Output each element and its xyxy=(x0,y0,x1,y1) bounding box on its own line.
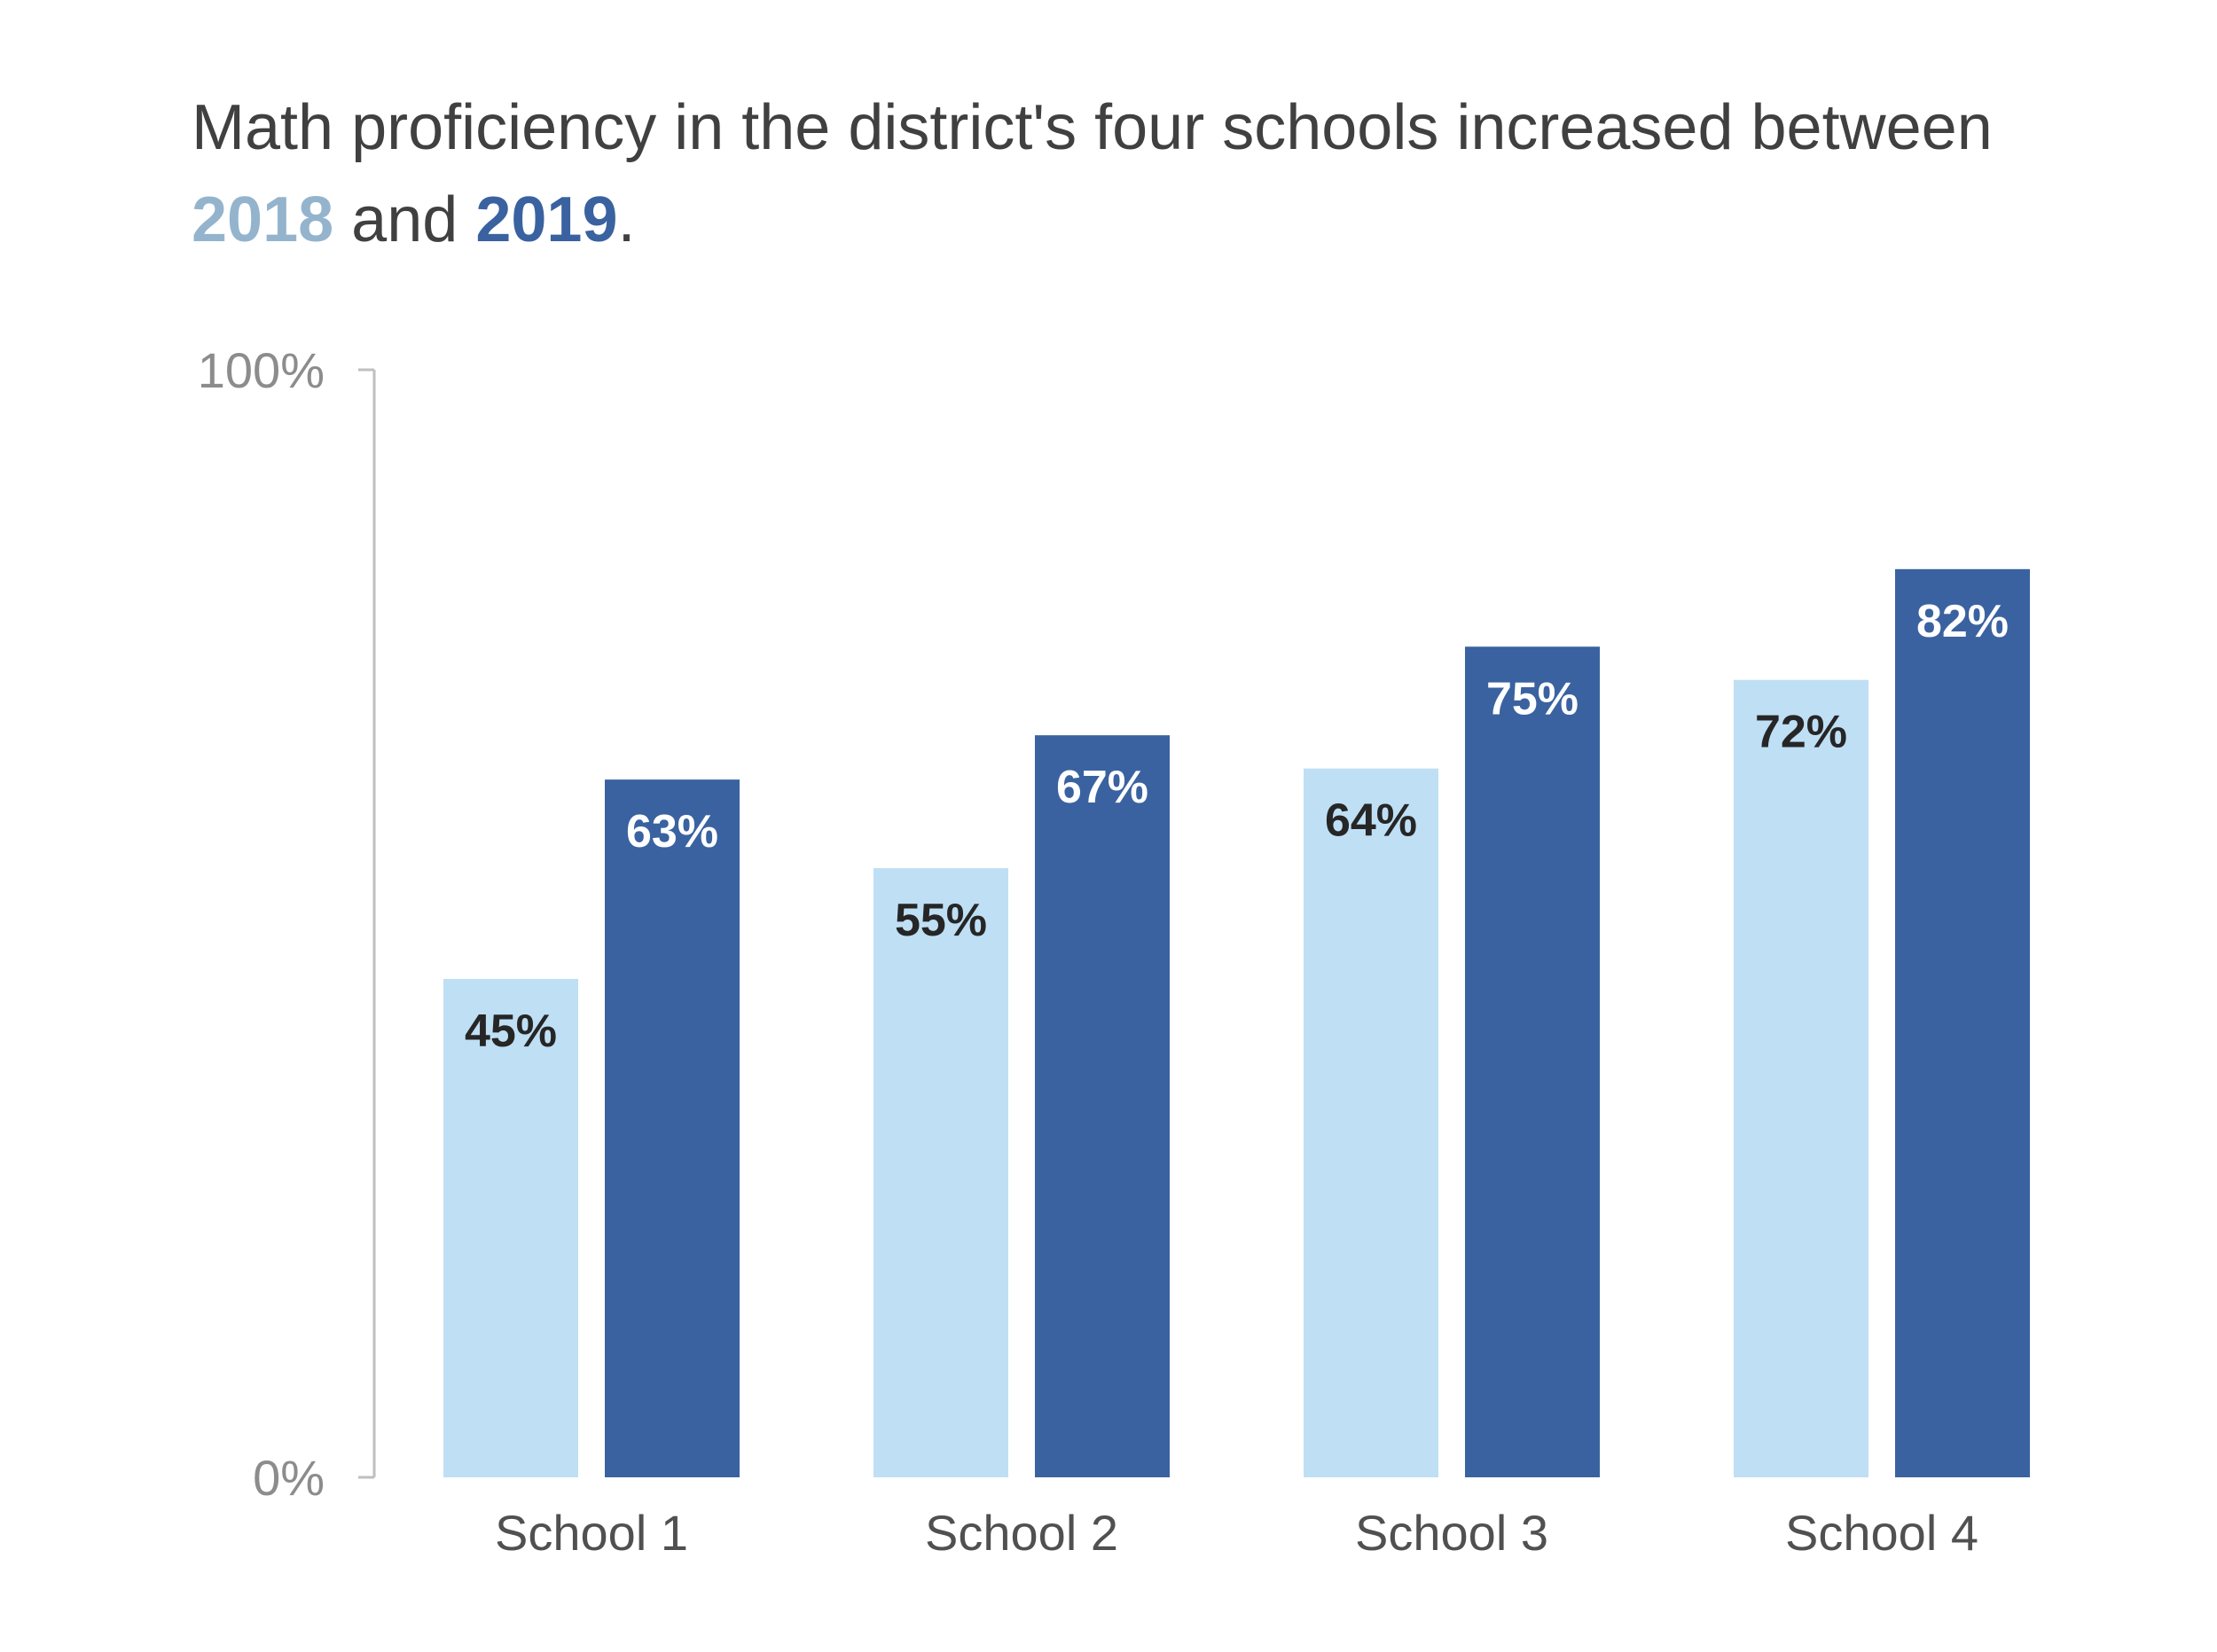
data-label: 64% xyxy=(1325,795,1417,847)
data-label: 45% xyxy=(465,1006,557,1057)
data-label: 72% xyxy=(1755,707,1847,758)
bar-2019 xyxy=(1465,646,1600,1477)
bar-2019 xyxy=(605,779,740,1477)
data-label: 75% xyxy=(1486,673,1579,724)
data-label: 55% xyxy=(895,895,987,946)
bar-2018 xyxy=(873,868,1008,1477)
x-category-label: School 1 xyxy=(495,1505,688,1561)
y-tick-label: 100% xyxy=(198,342,325,398)
chart-title: Math proficiency in the district's four … xyxy=(192,82,2098,266)
title-year-2018: 2018 xyxy=(192,184,334,255)
bar-2019 xyxy=(1035,735,1170,1477)
x-category-label: School 3 xyxy=(1355,1505,1548,1561)
bar-2018 xyxy=(1304,768,1438,1477)
x-category-label: School 4 xyxy=(1785,1505,1978,1561)
data-label: 63% xyxy=(626,806,718,857)
bar-2019 xyxy=(1895,568,2030,1477)
bar-2018 xyxy=(443,978,578,1477)
bar-2018 xyxy=(1734,679,1868,1477)
title-text-part3: . xyxy=(617,184,636,255)
x-category-label: School 2 xyxy=(925,1505,1118,1561)
title-text-part2: and xyxy=(333,184,476,255)
data-label: 82% xyxy=(1916,596,2009,647)
y-tick-label: 0% xyxy=(253,1450,325,1506)
title-year-2019: 2019 xyxy=(475,184,618,255)
data-label: 67% xyxy=(1056,762,1148,813)
title-text-part1: Math proficiency in the district's four … xyxy=(192,92,1993,163)
